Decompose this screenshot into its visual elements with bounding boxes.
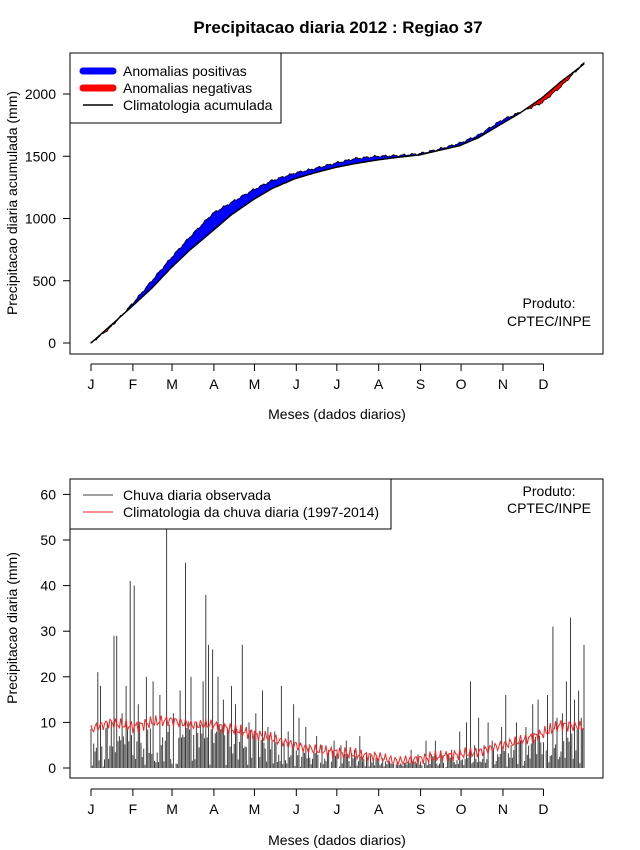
daily-x-tick-label: O: [456, 801, 467, 817]
daily-y-tick-label: 60: [40, 486, 56, 502]
daily-y-tick-label: 10: [40, 714, 56, 730]
cumulative-x-tick-label: D: [538, 376, 548, 392]
cumulative-x-tick-label: N: [498, 376, 508, 392]
cumulative-climatology-line: [90, 63, 585, 344]
daily-climatology-line: [90, 715, 585, 767]
cumulative-x-tick-label: A: [374, 376, 384, 392]
cumulative-x-tick-label: J: [88, 376, 95, 392]
daily-x-tick-label: M: [166, 801, 178, 817]
cumulative-y-tick-label: 1500: [25, 148, 56, 164]
product-label-top: Produto:: [523, 295, 576, 311]
cumulative-x-tick-label: F: [129, 376, 138, 392]
cumulative-x-tick-label: S: [416, 376, 425, 392]
daily-x-tick-label: S: [416, 801, 425, 817]
legend-label-negative: Anomalias negativas: [123, 80, 252, 96]
cumulative-x-tick-label: M: [249, 376, 261, 392]
cumulative-x-tick-label: J: [293, 376, 300, 392]
daily-y-axis: 0 10 20 30 40 50 60: [40, 486, 71, 776]
cumulative-y-tick-label: 1000: [25, 211, 56, 227]
daily-x-tick-label: J: [293, 801, 300, 817]
cumulative-y-label: Precipitacao diaria acumulada (mm): [4, 91, 20, 315]
daily-x-label: Meses (dados diarios): [268, 832, 406, 848]
daily-x-tick-label: A: [209, 801, 219, 817]
cumulative-legend: Anomalias positivas Anomalias negativas …: [69, 52, 282, 124]
product-source-bottom: CPTEC/INPE: [507, 500, 591, 516]
cumulative-x-label: Meses (dados diarios): [268, 406, 406, 422]
daily-y-tick-label: 40: [40, 578, 56, 594]
cumulative-panel: 0 500 1000 1500 2000 J F M A M J J A S O N D Meses (dad…: [4, 52, 604, 422]
cumulative-y-tick-label: 500: [33, 273, 57, 289]
cumulative-x-tick-label: O: [456, 376, 467, 392]
product-label-bottom: Produto:: [523, 483, 576, 499]
cumulative-x-tick-label: J: [333, 376, 340, 392]
legend-box-daily: [69, 478, 392, 530]
daily-y-tick-label: 20: [40, 669, 56, 685]
daily-x-tick-label: F: [129, 801, 138, 817]
daily-x-tick-label: A: [374, 801, 384, 817]
legend-label-climatology: Climatologia acumulada: [123, 97, 273, 113]
legend-label-positive: Anomalias positivas: [123, 63, 247, 79]
daily-y-tick-label: 30: [40, 623, 56, 639]
cumulative-y-tick-label: 0: [48, 335, 56, 351]
daily-x-tick-label: J: [88, 801, 95, 817]
product-source-top: CPTEC/INPE: [507, 313, 591, 329]
cumulative-y-tick-label: 2000: [25, 86, 56, 102]
daily-x-tick-label: J: [333, 801, 340, 817]
daily-panel: 0 10 20 30 40 50 60 J F M A M J J A S O N D Meses (dados …: [4, 478, 604, 848]
daily-x-tick-label: D: [538, 801, 548, 817]
daily-legend: Chuva diaria observada Climatologia da c…: [69, 478, 392, 530]
cumulative-y-axis: 0 500 1000 1500 2000: [25, 86, 71, 351]
daily-x-tick-label: N: [498, 801, 508, 817]
cumulative-x-tick-label: M: [166, 376, 178, 392]
chart-title: Precipitacao diaria 2012 : Regiao 37: [193, 18, 482, 37]
daily-x-tick-label: M: [249, 801, 261, 817]
cumulative-x-tick-label: A: [209, 376, 219, 392]
daily-y-tick-label: 0: [48, 760, 56, 776]
legend-label-clim-daily: Climatologia da chuva diaria (1997-2014): [123, 504, 379, 520]
daily-y-tick-label: 50: [40, 532, 56, 548]
legend-label-observed: Chuva diaria observada: [123, 487, 271, 503]
observed-rain-bars: [90, 526, 585, 768]
daily-y-label: Precipitacao diaria (mm): [4, 552, 20, 704]
